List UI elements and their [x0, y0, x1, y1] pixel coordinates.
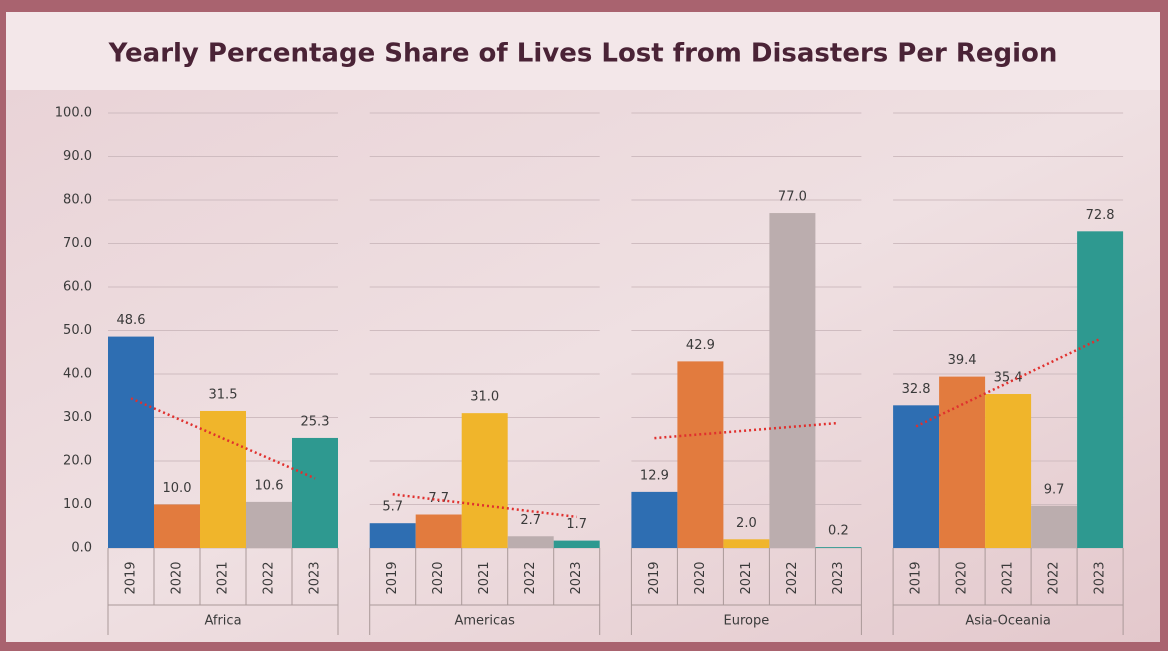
- y-tick-label: 60.0: [63, 280, 92, 295]
- y-tick-label: 20.0: [63, 454, 92, 469]
- bar: [462, 413, 508, 548]
- data-label: 12.9: [640, 468, 669, 483]
- x-tick-label: 2022: [785, 561, 800, 594]
- data-label: 10.6: [255, 478, 284, 493]
- bar: [1077, 231, 1123, 548]
- data-label: 1.7: [566, 517, 587, 532]
- x-tick-label: 2023: [1093, 561, 1108, 594]
- x-tick-label: 2020: [693, 561, 708, 594]
- bar: [370, 523, 416, 548]
- x-tick-label: 2022: [262, 561, 277, 594]
- y-tick-label: 100.0: [55, 106, 92, 121]
- bar: [200, 411, 246, 548]
- data-label: 42.9: [686, 338, 715, 353]
- data-label: 7.7: [428, 491, 449, 506]
- x-tick-label: 2021: [216, 561, 231, 594]
- bar: [723, 539, 769, 548]
- bar: [769, 213, 815, 548]
- y-tick-label: 80.0: [63, 193, 92, 208]
- group-label: Europe: [724, 614, 770, 629]
- bar: [416, 515, 462, 548]
- y-tick-label: 0.0: [71, 541, 92, 556]
- bar: [893, 405, 939, 548]
- data-label: 32.8: [902, 382, 931, 397]
- x-tick-label: 2021: [1001, 561, 1016, 594]
- bar: [292, 438, 338, 548]
- data-label: 48.6: [117, 313, 146, 328]
- bar: [508, 536, 554, 548]
- y-tick-label: 70.0: [63, 236, 92, 251]
- x-tick-label: 2022: [523, 561, 538, 594]
- data-label: 2.7: [520, 513, 541, 528]
- bar: [677, 361, 723, 548]
- bar: [1031, 506, 1077, 548]
- data-label: 10.0: [163, 481, 192, 496]
- y-tick-label: 10.0: [63, 497, 92, 512]
- bar: [554, 541, 600, 548]
- x-tick-label: 2019: [124, 561, 139, 594]
- x-tick-label: 2021: [477, 561, 492, 594]
- bar: [154, 505, 200, 549]
- x-tick-label: 2023: [308, 561, 323, 594]
- data-label: 31.5: [209, 387, 238, 402]
- x-tick-label: 2020: [170, 561, 185, 594]
- data-label: 5.7: [382, 500, 403, 515]
- bar: [985, 394, 1031, 548]
- data-label: 2.0: [736, 516, 757, 531]
- group-label: Africa: [204, 614, 241, 629]
- data-label: 77.0: [778, 190, 807, 205]
- group-label: Americas: [454, 614, 515, 629]
- x-tick-label: 2021: [739, 561, 754, 594]
- x-tick-label: 2019: [909, 561, 924, 594]
- bar: [815, 547, 861, 548]
- y-tick-label: 40.0: [63, 367, 92, 382]
- y-tick-label: 30.0: [63, 410, 92, 425]
- x-tick-label: 2022: [1047, 561, 1062, 594]
- x-tick-label: 2019: [385, 561, 400, 594]
- chart: Yearly Percentage Share of Lives Lost fr…: [0, 0, 1168, 647]
- x-tick-label: 2023: [569, 561, 584, 594]
- data-label: 0.2: [828, 524, 849, 539]
- data-label: 72.8: [1086, 208, 1115, 223]
- bar: [631, 492, 677, 548]
- x-tick-label: 2020: [431, 561, 446, 594]
- data-label: 39.4: [948, 353, 977, 368]
- chart-title: Yearly Percentage Share of Lives Lost fr…: [108, 39, 1058, 69]
- x-tick-label: 2019: [647, 561, 662, 594]
- bar: [246, 502, 292, 548]
- bar: [108, 337, 154, 548]
- group-label: Asia-Oceania: [965, 614, 1050, 629]
- y-tick-label: 90.0: [63, 149, 92, 164]
- data-label: 25.3: [301, 414, 330, 429]
- y-tick-label: 50.0: [63, 323, 92, 338]
- data-label: 31.0: [470, 390, 499, 405]
- x-tick-label: 2023: [831, 561, 846, 594]
- plot-panel: [6, 90, 1160, 642]
- bar: [939, 377, 985, 548]
- data-label: 9.7: [1044, 482, 1065, 497]
- x-tick-label: 2020: [955, 561, 970, 594]
